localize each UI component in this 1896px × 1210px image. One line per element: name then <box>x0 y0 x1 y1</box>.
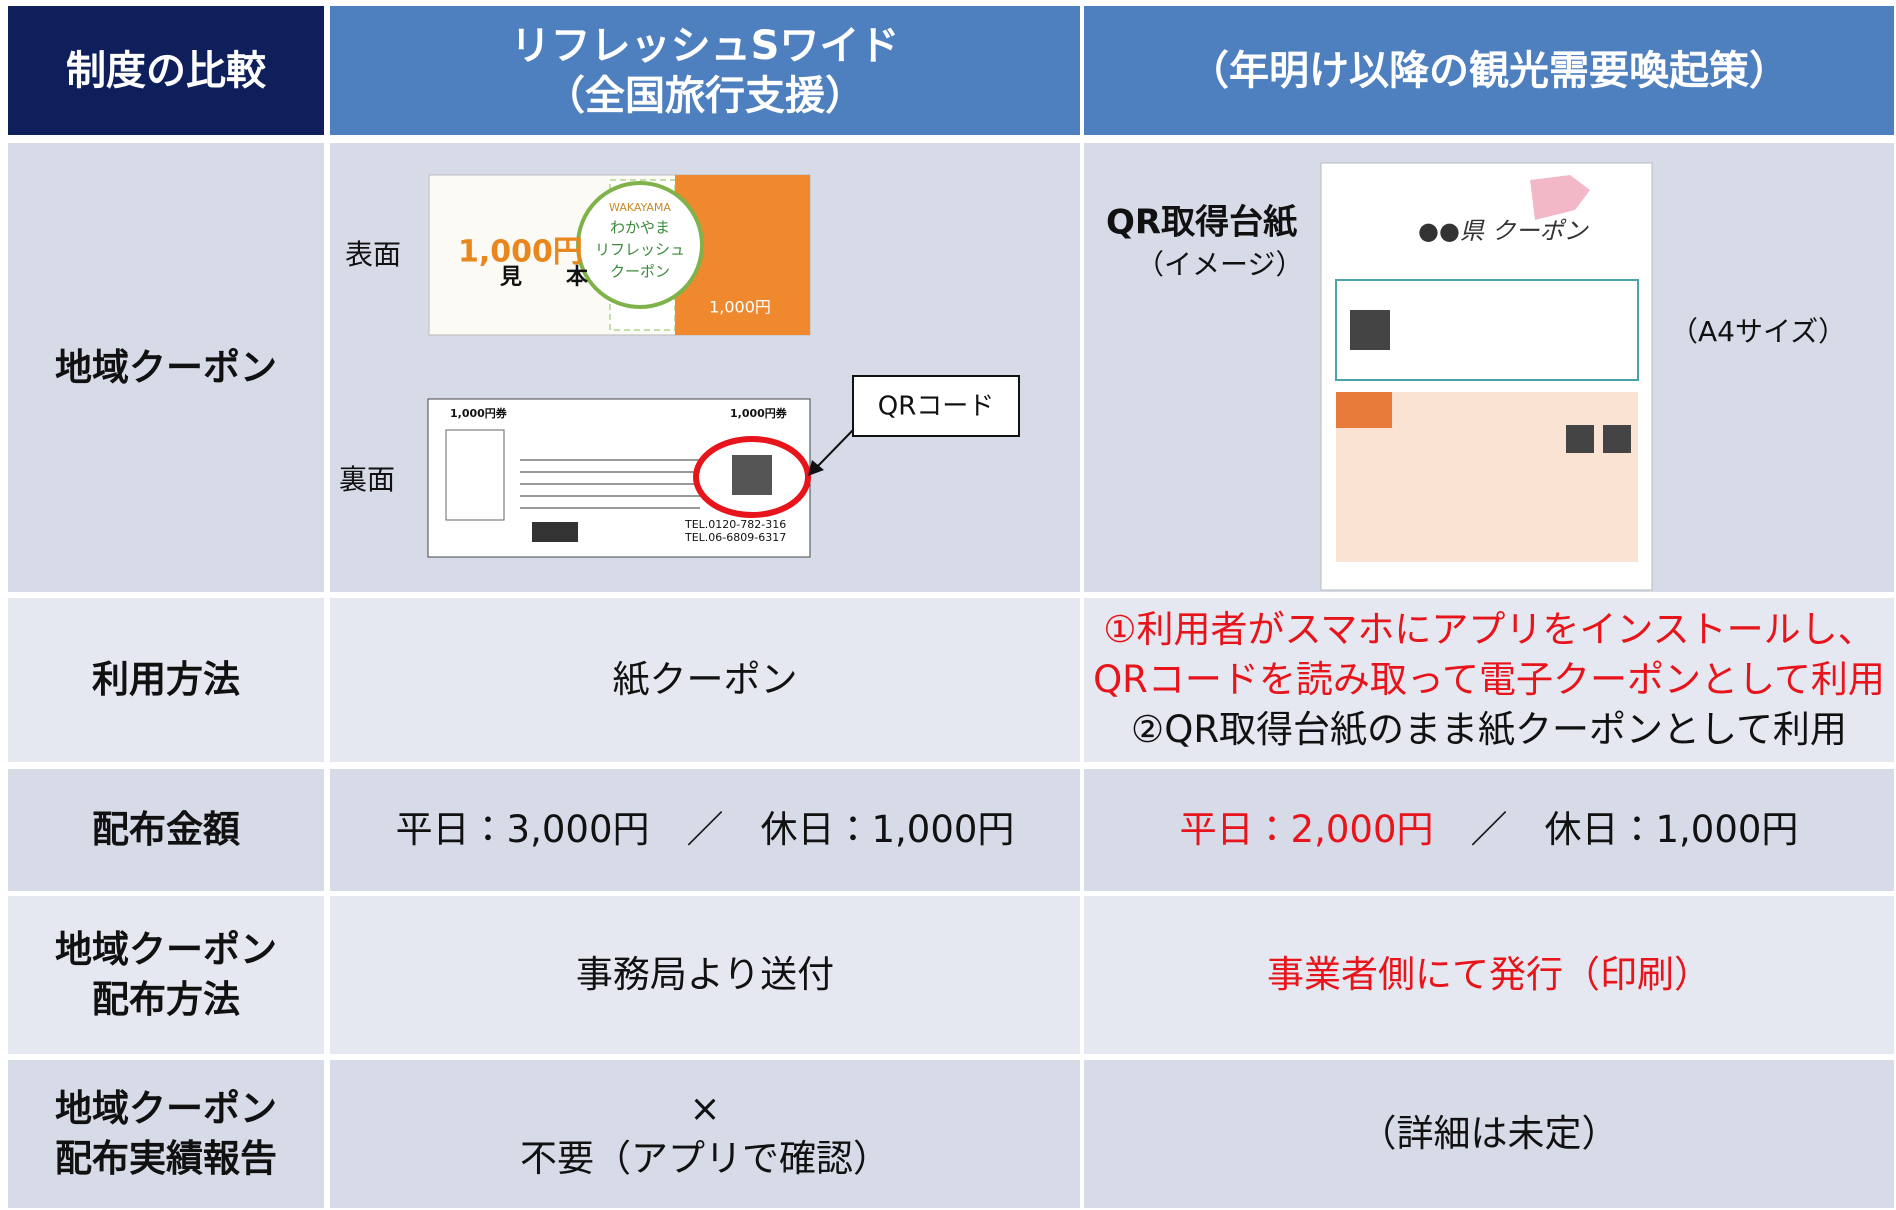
sheet-digital-tag <box>1336 392 1392 428</box>
callout: QRコード <box>878 392 995 422</box>
back-box <box>445 429 505 521</box>
coupon-title: リフレッシュ <box>595 241 685 259</box>
back-label: 裏面 <box>339 463 395 496</box>
coupon-back <box>427 398 811 558</box>
sheet-title: ●●県 クーポン <box>1418 217 1590 245</box>
cell-text: ②QR取得台紙のまま紙クーポンとして利用 <box>1131 708 1847 751</box>
qr-code <box>732 455 772 495</box>
tel: TEL.0120-782-316 <box>684 518 786 531</box>
callout-box <box>852 375 1020 437</box>
data-cell: 紙クーポン <box>330 598 1080 762</box>
cell-line: QRコードを読み取って電子クーポンとして利用 <box>1093 655 1885 705</box>
cell-text: （詳細は未定） <box>1359 1112 1619 1155</box>
coupon-front-seal <box>576 181 704 309</box>
sheet-qr <box>1350 310 1390 350</box>
cell-line: （詳細は未定） <box>1360 1109 1619 1159</box>
sheet-qr <box>1566 425 1594 453</box>
row-label: 利用方法 <box>8 598 324 762</box>
cell-line: 事務局より送付 <box>576 950 834 1000</box>
cell-line: 事業者側にて発行（印刷） <box>1267 950 1711 1000</box>
data-cell: 平日：3,000円 ／ 休日：1,000円 <box>330 769 1080 891</box>
cell-text: QRコードを読み取って電子クーポンとして利用 <box>1093 658 1885 701</box>
cell-text: 紙クーポン <box>612 658 798 701</box>
text-line: （全国旅行支援） <box>545 72 865 119</box>
data-cell: （詳細は未定） <box>1084 1060 1894 1208</box>
back-amount: 1,000円券 <box>730 406 788 420</box>
cell-text: ①利用者がスマホにアプリをインストールし、 <box>1103 608 1875 651</box>
sheet-caption: QR取得台紙 <box>1106 203 1297 243</box>
header-cell: リフレッシュSワイド （全国旅行支援） <box>330 6 1080 135</box>
watermark: 見 <box>500 265 522 290</box>
row-label: 地域クーポン 配布実績報告 <box>8 1060 324 1208</box>
back-amount: 1,000円券 <box>450 406 508 420</box>
cell-text: 平日：2,000円 <box>1179 808 1434 851</box>
sheet-size: （A4サイズ） <box>1670 315 1846 348</box>
cell-line: 平日：2,000円 ／ 休日：1,000円 <box>1180 805 1799 855</box>
text-line: 配布実績報告 <box>55 1137 277 1180</box>
brand: WAKAYAMA <box>609 201 671 214</box>
row-label: 地域クーポン 配布方法 <box>8 896 324 1054</box>
cell-text: ／ 休日：1,000円 <box>1433 808 1799 851</box>
header-cell: （年明け以降の観光需要喚起策） <box>1084 6 1894 135</box>
cell-text: 事業者側にて発行（印刷） <box>1267 953 1711 996</box>
row-label: 地域クーポン <box>8 143 324 592</box>
text-line: 配布方法 <box>92 978 240 1021</box>
cell-line: 紙クーポン <box>613 655 798 705</box>
callout-arrowhead <box>808 460 824 476</box>
text-line: 利用方法 <box>92 658 240 701</box>
text-line: 地域クーポン <box>55 345 277 389</box>
cell-text: 平日：3,000円 ／ 休日：1,000円 <box>395 808 1015 851</box>
text-line: リフレッシュSワイド <box>510 22 900 69</box>
cell-text: 不要（アプリで確認） <box>520 1137 890 1180</box>
data-cell: 事務局より送付 <box>330 896 1080 1054</box>
coupon-amount: 1,000円 <box>458 235 583 270</box>
row-label: 配布金額 <box>8 769 324 891</box>
cell-line: 平日：3,000円 ／ 休日：1,000円 <box>396 805 1015 855</box>
sheet-paper-section <box>1335 279 1639 381</box>
cell-line: ②QR取得台紙のまま紙クーポンとして利用 <box>1131 705 1847 755</box>
coupon-title: わかやま <box>610 219 670 237</box>
cell-line: ①利用者がスマホにアプリをインストールし、 <box>1103 605 1874 655</box>
cell-text: 事務局より送付 <box>575 953 835 996</box>
header-cell: 制度の比較 <box>8 6 324 135</box>
callout-arrow <box>815 429 854 469</box>
data-cell: 平日：2,000円 ／ 休日：1,000円 <box>1084 769 1894 891</box>
sheet-qr <box>1603 425 1631 453</box>
sheet-map <box>1530 175 1590 220</box>
data-cell: ①利用者がスマホにアプリをインストールし、 QRコードを読み取って電子クーポンとし… <box>1084 598 1894 762</box>
text-line: 制度の比較 <box>66 47 266 94</box>
cell-line: × <box>689 1084 720 1134</box>
text-line: 地域クーポン <box>55 1087 277 1130</box>
data-cell: 事業者側にて発行（印刷） <box>1084 896 1894 1054</box>
front-label: 表面 <box>345 238 401 271</box>
qr-highlight <box>693 436 811 518</box>
data-cell: × 不要（アプリで確認） <box>330 1060 1080 1208</box>
cell-line: 不要（アプリで確認） <box>520 1134 890 1184</box>
text-line: 配布金額 <box>92 808 240 851</box>
coupon-title: クーポン <box>610 263 670 281</box>
watermark: 本 <box>565 265 589 290</box>
text-line: （年明け以降の観光需要喚起策） <box>1189 47 1789 94</box>
back-lines <box>520 459 700 509</box>
tel: TEL.06-6809-6317 <box>684 531 786 544</box>
text-line: 地域クーポン <box>55 928 277 971</box>
back-contact <box>532 522 578 542</box>
cell-text: × <box>689 1087 721 1130</box>
sheet-note: （イメージ） <box>1136 248 1303 281</box>
coupon-amount-small: 1,000円 <box>709 298 771 317</box>
